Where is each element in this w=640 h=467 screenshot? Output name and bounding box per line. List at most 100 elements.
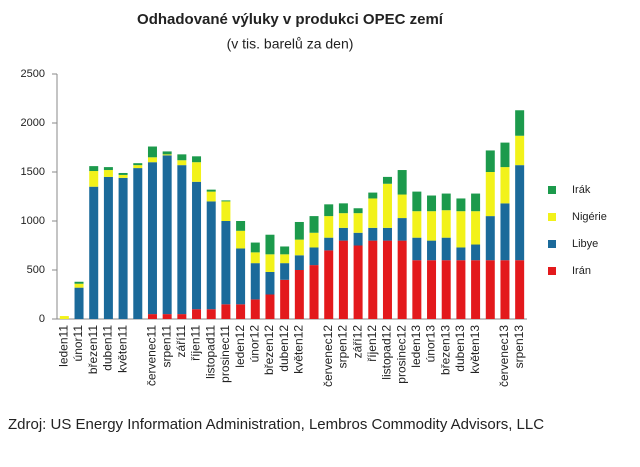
x-tick-label: únor11 <box>71 325 85 362</box>
bar-segment <box>338 213 348 228</box>
x-tick-label: únor12 <box>247 325 261 363</box>
x-tick-label: únor13 <box>424 325 438 363</box>
bar-segment <box>338 203 348 214</box>
bar-segment <box>250 263 260 300</box>
bar-segment <box>236 248 246 305</box>
x-tick-label: duben11 <box>101 325 115 371</box>
bar-segment <box>192 181 202 310</box>
legend-swatch <box>548 213 556 221</box>
bar-segment <box>500 167 510 204</box>
bar-segment <box>221 304 231 319</box>
bar-segment <box>103 170 113 177</box>
bar-segment <box>74 287 84 319</box>
bar-segment <box>89 171 99 187</box>
bar-segment <box>382 176 392 184</box>
bar-segment <box>162 151 172 155</box>
x-tick-label: prosinec12 <box>394 325 408 384</box>
bar-segment <box>147 162 157 315</box>
bar-segment <box>265 271 275 295</box>
x-tick-label: září12 <box>350 325 364 359</box>
bar-segment <box>441 237 451 261</box>
bar-segment <box>309 216 319 233</box>
x-tick-label: květen12 <box>292 325 306 374</box>
x-tick-label: červenec12 <box>321 325 335 387</box>
bar-segment <box>515 260 525 319</box>
bar-segment <box>147 314 157 319</box>
bar-segment <box>147 157 157 163</box>
bar-segment <box>456 260 466 319</box>
bar-segment <box>427 240 437 261</box>
bar-segment <box>397 218 407 241</box>
chart-subtitle: (v tis. barelů za den) <box>227 36 354 52</box>
bar-segment <box>103 176 113 319</box>
bar-segment <box>353 213 363 233</box>
x-tick-label: srpen13 <box>512 325 526 369</box>
y-tick-label: 1000 <box>21 215 45 227</box>
x-tick-label: říjen11 <box>189 325 203 361</box>
bar-segment <box>133 168 143 319</box>
bar-segment <box>353 245 363 319</box>
bar-segment <box>485 150 495 172</box>
legend-swatch <box>548 240 556 248</box>
bar-segment <box>412 211 422 238</box>
bar-segment <box>500 142 510 168</box>
bar-segment <box>133 163 143 166</box>
bar-segment <box>456 211 466 248</box>
bar-segment <box>221 201 231 221</box>
bar-segment <box>309 232 319 248</box>
bar-segment <box>89 186 99 319</box>
x-tick-label: prosinec11 <box>218 325 232 383</box>
bar-segment <box>485 172 495 217</box>
bar-segment <box>441 210 451 238</box>
bar-segment <box>74 283 84 288</box>
bar-segment <box>162 314 172 319</box>
x-tick-label: červenec11 <box>145 325 159 386</box>
bar-segment <box>133 165 143 169</box>
bar-segment <box>236 304 246 319</box>
source: Zdroj: US Energy Information Administrat… <box>8 416 544 433</box>
bar-segment <box>382 183 392 228</box>
bar-segment <box>280 254 290 264</box>
x-tick-label: březen13 <box>438 325 452 375</box>
y-tick-label: 0 <box>39 313 45 325</box>
bar-segment <box>221 221 231 305</box>
bar-segment <box>74 281 84 284</box>
x-tick-label: březen12 <box>262 325 276 375</box>
x-tick-label: listopad11 <box>203 325 217 379</box>
y-tick-label: 1500 <box>21 166 45 178</box>
bar-segment <box>471 211 481 245</box>
bar-segment <box>353 208 363 214</box>
bar-segment <box>368 240 378 319</box>
x-tick-label: duben12 <box>277 325 291 372</box>
bar-segment <box>59 316 69 319</box>
bar-segment <box>294 239 304 256</box>
bar-segment <box>265 234 275 255</box>
bar-segment <box>118 174 128 178</box>
bar-segment <box>162 154 172 156</box>
bar-segment <box>500 203 510 261</box>
bar-segment <box>324 204 334 217</box>
bar-segment <box>368 198 378 228</box>
bar-segment <box>236 221 246 231</box>
bar-segment <box>294 255 304 270</box>
bar-segment <box>89 166 99 172</box>
x-tick-label: leden11 <box>57 325 71 367</box>
bar-segment <box>309 247 319 266</box>
bar-segment <box>250 299 260 319</box>
x-tick-label: červenec13 <box>497 325 511 387</box>
bar-segment <box>485 260 495 319</box>
bar-segment <box>236 230 246 249</box>
bar-segment <box>338 240 348 319</box>
bar-segment <box>456 198 466 212</box>
bar-segment <box>485 216 495 261</box>
bar-segment <box>250 242 260 253</box>
legend-label: Irák <box>572 184 591 196</box>
bar-segment <box>324 237 334 251</box>
x-tick-label: září11 <box>174 325 188 358</box>
bar-segment <box>221 200 231 202</box>
bar-segment <box>294 221 304 240</box>
bar-segment <box>515 110 525 136</box>
bar-segment <box>162 155 172 315</box>
bar-segment <box>412 237 422 261</box>
